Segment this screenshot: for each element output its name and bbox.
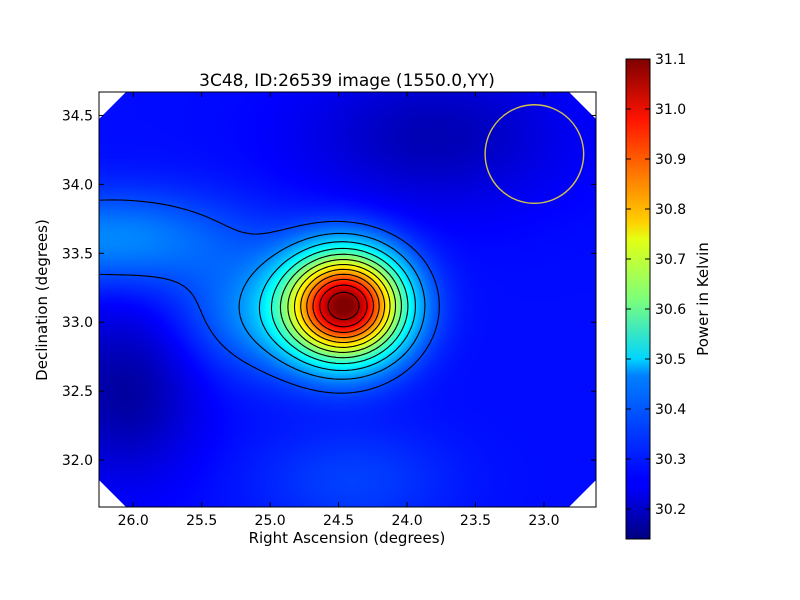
colorbar-tick-label: 30.4 — [655, 402, 686, 418]
colorbar-tick-label: 30.6 — [655, 302, 686, 318]
x-tick-label: 24.5 — [323, 513, 354, 529]
beam-circle — [484, 104, 585, 205]
colorbar-ticks: 30.2 30.3 30.4 30.5 30.6 30.7 30.8 30.9 31.0 31.1 — [626, 52, 686, 518]
colorbar-tick-label: 30.8 — [655, 202, 686, 218]
x-tick-label: 23.5 — [460, 513, 491, 529]
colorbar-tick-label: 31.1 — [655, 52, 686, 68]
contour-line — [238, 232, 426, 380]
x-axis-label: Right Ascension (degrees) — [249, 529, 446, 547]
colorbar-tick-label: 30.3 — [655, 452, 686, 468]
contour-line — [279, 253, 402, 359]
plot-frame — [98, 91, 597, 508]
x-tick-label: 23.0 — [528, 513, 559, 529]
contour-line — [327, 291, 360, 321]
x-tick-label: 24.0 — [391, 513, 422, 529]
y-tick-label: 32.5 — [62, 384, 93, 400]
colorbar-tick-label: 30.7 — [655, 252, 686, 268]
chart-title: 3C48, ID:26539 image (1550.0,YY) — [199, 71, 495, 91]
colorbar-tick-label: 31.0 — [655, 102, 686, 118]
contour-line — [100, 199, 440, 394]
contour-line — [319, 284, 368, 328]
contour-line — [293, 263, 391, 348]
colorbar — [625, 58, 651, 540]
x-tick-label: 26.0 — [118, 513, 149, 529]
y-axis-ticks: 32.0 32.5 33.0 33.5 34.0 34.5 — [62, 108, 596, 469]
heatmap-image — [99, 92, 596, 507]
contour-lines — [100, 199, 440, 394]
contour-line — [312, 278, 374, 333]
y-tick-label: 32.0 — [62, 453, 93, 469]
y-tick-label: 34.0 — [62, 177, 93, 193]
x-tick-label: 25.0 — [255, 513, 286, 529]
colorbar-tick-label: 30.2 — [655, 502, 686, 518]
contour-line — [300, 268, 386, 344]
contour-line — [258, 241, 416, 372]
colorbar-tick-label: 30.5 — [655, 352, 686, 368]
contour-line — [287, 258, 397, 353]
contour-line — [270, 247, 409, 365]
y-axis-label: Declination (degrees) — [33, 219, 51, 381]
y-tick-label: 34.5 — [62, 108, 93, 124]
x-axis-ticks: 26.0 25.5 25.0 24.5 24.0 23.5 23.0 — [118, 92, 560, 529]
contour-line — [306, 273, 380, 339]
y-tick-label: 33.0 — [62, 315, 93, 331]
y-tick-label: 33.5 — [62, 246, 93, 262]
x-tick-label: 25.5 — [186, 513, 217, 529]
map-corner-cutouts — [99, 92, 596, 507]
colorbar-tick-label: 30.9 — [655, 152, 686, 168]
colorbar-label: Power in Kelvin — [694, 242, 712, 356]
